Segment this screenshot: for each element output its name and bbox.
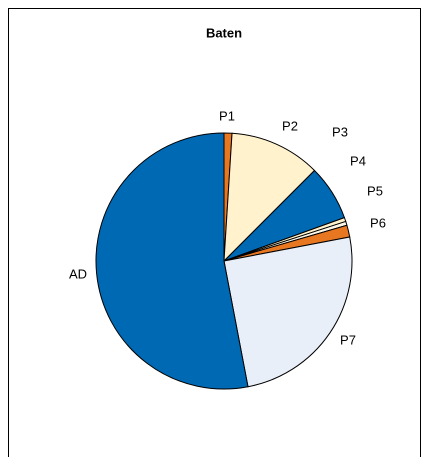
pie-slice xyxy=(95,132,249,390)
slice-label: P5 xyxy=(367,183,383,198)
slice-label: P2 xyxy=(282,118,298,133)
slice-label: P3 xyxy=(332,124,348,139)
slice-label: P7 xyxy=(340,332,356,347)
pie-slice xyxy=(223,132,316,263)
slice-label: P1 xyxy=(219,108,235,123)
slice-label: P4 xyxy=(350,153,366,168)
chart-title: Baten xyxy=(206,25,242,40)
pie-slice xyxy=(223,236,353,388)
slice-label: AD xyxy=(69,266,87,281)
slice-label: P6 xyxy=(370,215,386,230)
